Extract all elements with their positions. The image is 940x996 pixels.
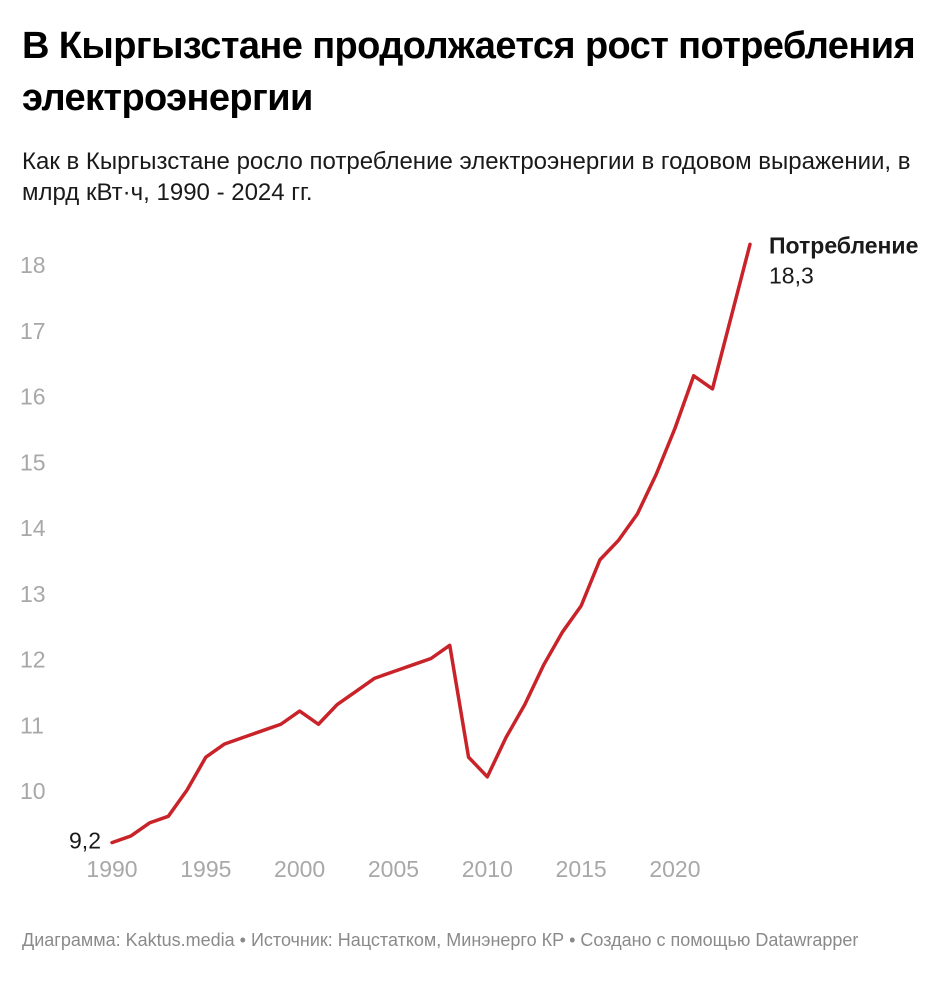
x-tick-label: 2000 xyxy=(274,856,325,882)
x-tick-label: 2015 xyxy=(556,856,607,882)
y-tick-label: 15 xyxy=(20,449,46,475)
x-tick-label: 2010 xyxy=(462,856,513,882)
y-axis: 10 11 12 13 14 15 16 17 18 xyxy=(20,252,46,804)
x-tick-label: 2005 xyxy=(368,856,419,882)
y-tick-label: 16 xyxy=(20,384,46,410)
x-tick-label: 1990 xyxy=(86,856,137,882)
y-tick-label: 17 xyxy=(20,318,46,344)
y-tick-label: 11 xyxy=(20,712,44,738)
series-name-label: Потребление xyxy=(769,232,918,258)
series-layer xyxy=(110,242,752,845)
series-line xyxy=(110,242,752,845)
start-value-label: 9,2 xyxy=(69,828,101,854)
x-tick-label: 1995 xyxy=(180,856,231,882)
chart-footer: Диаграмма: Kaktus.media • Источник: Нацс… xyxy=(22,930,859,950)
end-value-label: 18,3 xyxy=(769,262,814,288)
y-tick-label: 13 xyxy=(20,581,46,607)
label-layer: 9,2 Потребление 18,3 xyxy=(69,232,918,853)
y-tick-label: 14 xyxy=(20,515,46,541)
chart-title: В Кыргызстане продолжается рост потребле… xyxy=(22,25,916,119)
y-tick-label: 12 xyxy=(20,647,46,673)
y-tick-label: 18 xyxy=(20,252,46,278)
y-tick-label: 10 xyxy=(20,778,46,804)
x-tick-label: 2020 xyxy=(649,856,700,882)
x-axis: 1990 1995 2000 2005 2010 2015 2020 xyxy=(86,856,700,882)
line-chart: 10 11 12 13 14 15 16 17 18 1990 1995 2000 2005 2010 2… xyxy=(20,232,918,882)
chart-subtitle: Как в Кыргызстане росло потребление элек… xyxy=(22,148,911,206)
